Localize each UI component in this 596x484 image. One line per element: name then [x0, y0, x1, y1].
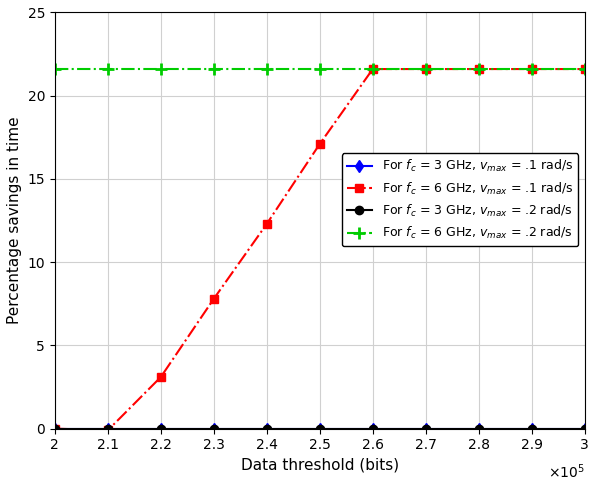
For $f_c$ = 6 GHz, $v_{max}$ = .2 rad/s — [581, 66, 588, 72]
For $f_c$ = 6 GHz, $v_{max}$ = .1 rad/s — [104, 427, 111, 433]
For $f_c$ = 6 GHz, $v_{max}$ = .2 rad/s — [528, 66, 535, 72]
For $f_c$ = 3 GHz, $v_{max}$ = .2 rad/s — [316, 426, 324, 432]
For $f_c$ = 3 GHz, $v_{max}$ = .2 rad/s — [581, 426, 588, 432]
For $f_c$ = 6 GHz, $v_{max}$ = .2 rad/s — [104, 66, 111, 72]
For $f_c$ = 3 GHz, $v_{max}$ = .1 rad/s — [157, 426, 164, 432]
For $f_c$ = 6 GHz, $v_{max}$ = .1 rad/s — [316, 141, 324, 147]
For $f_c$ = 6 GHz, $v_{max}$ = .1 rad/s — [369, 66, 376, 72]
For $f_c$ = 3 GHz, $v_{max}$ = .1 rad/s — [316, 426, 324, 432]
Line: For $f_c$ = 3 GHz, $v_{max}$ = .2 rad/s: For $f_c$ = 3 GHz, $v_{max}$ = .2 rad/s — [51, 424, 589, 433]
For $f_c$ = 3 GHz, $v_{max}$ = .1 rad/s — [263, 426, 271, 432]
For $f_c$ = 6 GHz, $v_{max}$ = .2 rad/s — [210, 66, 218, 72]
For $f_c$ = 6 GHz, $v_{max}$ = .2 rad/s — [475, 66, 482, 72]
For $f_c$ = 3 GHz, $v_{max}$ = .2 rad/s — [369, 426, 376, 432]
For $f_c$ = 3 GHz, $v_{max}$ = .2 rad/s — [528, 426, 535, 432]
X-axis label: Data threshold (bits): Data threshold (bits) — [241, 458, 399, 473]
For $f_c$ = 3 GHz, $v_{max}$ = .2 rad/s — [51, 426, 58, 432]
Legend: For $f_c$ = 3 GHz, $v_{max}$ = .1 rad/s, For $f_c$ = 6 GHz, $v_{max}$ = .1 rad/s: For $f_c$ = 3 GHz, $v_{max}$ = .1 rad/s,… — [342, 153, 579, 246]
For $f_c$ = 3 GHz, $v_{max}$ = .1 rad/s — [104, 426, 111, 432]
For $f_c$ = 6 GHz, $v_{max}$ = .1 rad/s — [51, 426, 58, 432]
Text: $\times10^5$: $\times10^5$ — [548, 462, 585, 481]
For $f_c$ = 6 GHz, $v_{max}$ = .2 rad/s — [316, 66, 324, 72]
For $f_c$ = 3 GHz, $v_{max}$ = .2 rad/s — [422, 426, 429, 432]
Line: For $f_c$ = 3 GHz, $v_{max}$ = .1 rad/s: For $f_c$ = 3 GHz, $v_{max}$ = .1 rad/s — [51, 424, 589, 433]
For $f_c$ = 3 GHz, $v_{max}$ = .1 rad/s — [51, 426, 58, 432]
For $f_c$ = 3 GHz, $v_{max}$ = .1 rad/s — [475, 426, 482, 432]
For $f_c$ = 6 GHz, $v_{max}$ = .1 rad/s — [422, 66, 429, 72]
For $f_c$ = 6 GHz, $v_{max}$ = .1 rad/s — [263, 221, 271, 227]
For $f_c$ = 3 GHz, $v_{max}$ = .2 rad/s — [104, 426, 111, 432]
For $f_c$ = 6 GHz, $v_{max}$ = .1 rad/s — [157, 374, 164, 380]
For $f_c$ = 3 GHz, $v_{max}$ = .1 rad/s — [369, 426, 376, 432]
For $f_c$ = 6 GHz, $v_{max}$ = .2 rad/s — [51, 66, 58, 72]
For $f_c$ = 6 GHz, $v_{max}$ = .2 rad/s — [369, 66, 376, 72]
For $f_c$ = 6 GHz, $v_{max}$ = .1 rad/s — [475, 66, 482, 72]
For $f_c$ = 3 GHz, $v_{max}$ = .1 rad/s — [528, 426, 535, 432]
For $f_c$ = 3 GHz, $v_{max}$ = .2 rad/s — [157, 426, 164, 432]
Y-axis label: Percentage savings in time: Percentage savings in time — [7, 117, 22, 324]
For $f_c$ = 6 GHz, $v_{max}$ = .1 rad/s — [581, 66, 588, 72]
For $f_c$ = 3 GHz, $v_{max}$ = .2 rad/s — [475, 426, 482, 432]
For $f_c$ = 6 GHz, $v_{max}$ = .1 rad/s — [528, 66, 535, 72]
For $f_c$ = 6 GHz, $v_{max}$ = .2 rad/s — [263, 66, 271, 72]
For $f_c$ = 3 GHz, $v_{max}$ = .1 rad/s — [581, 426, 588, 432]
For $f_c$ = 6 GHz, $v_{max}$ = .1 rad/s — [210, 296, 218, 302]
Line: For $f_c$ = 6 GHz, $v_{max}$ = .1 rad/s: For $f_c$ = 6 GHz, $v_{max}$ = .1 rad/s — [51, 65, 589, 435]
For $f_c$ = 6 GHz, $v_{max}$ = .2 rad/s — [157, 66, 164, 72]
For $f_c$ = 3 GHz, $v_{max}$ = .2 rad/s — [210, 426, 218, 432]
For $f_c$ = 3 GHz, $v_{max}$ = .1 rad/s — [422, 426, 429, 432]
For $f_c$ = 6 GHz, $v_{max}$ = .2 rad/s — [422, 66, 429, 72]
For $f_c$ = 3 GHz, $v_{max}$ = .2 rad/s — [263, 426, 271, 432]
Line: For $f_c$ = 6 GHz, $v_{max}$ = .2 rad/s: For $f_c$ = 6 GHz, $v_{max}$ = .2 rad/s — [49, 63, 590, 75]
For $f_c$ = 3 GHz, $v_{max}$ = .1 rad/s — [210, 426, 218, 432]
